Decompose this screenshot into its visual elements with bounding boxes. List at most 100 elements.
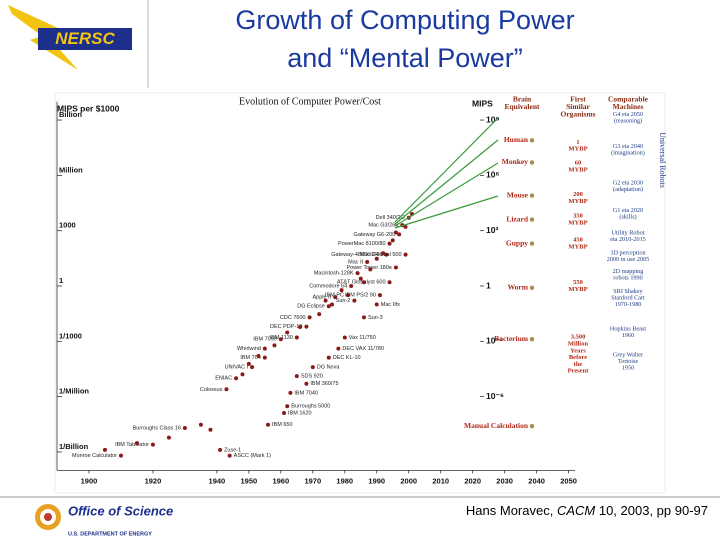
x-tick-label: 1900 (81, 476, 98, 485)
machines-label: (skills) (619, 214, 636, 221)
point-label: Apple II (313, 295, 332, 301)
data-point (272, 343, 277, 348)
ages-label: MYBP (568, 219, 587, 226)
organism-label: Guppy (506, 238, 528, 247)
data-point (345, 293, 350, 298)
organism-mark (529, 138, 535, 143)
y2-tick-label: 10³ (486, 225, 498, 235)
machines-label: G4 eta 2050 (613, 111, 643, 118)
logo-text: NERSC (55, 29, 115, 48)
x-tick-label: 2020 (464, 476, 481, 485)
point-label: Sun-2 (336, 298, 351, 304)
citation: Hans Moravec, CACM 10, 2003, pp 90-97 (466, 503, 708, 518)
machines-label: 1970-1980 (615, 301, 642, 308)
slide-title: Growth of Computing Power (235, 5, 574, 35)
data-point (150, 442, 155, 447)
y-tick-label: 1/1000 (59, 331, 82, 340)
data-point (294, 335, 299, 340)
machines-label: Tortoise (618, 358, 638, 365)
point-label: ASCC (Mark 1) (234, 453, 271, 459)
slide-title: and “Mental Power” (287, 43, 523, 73)
point-label: Monroe Calculator (72, 453, 117, 459)
point-label: SDS 920 (301, 374, 323, 380)
data-point (118, 453, 123, 458)
data-point (387, 280, 392, 285)
data-point (329, 302, 334, 307)
ages-label: MYBP (568, 286, 587, 293)
data-point (227, 453, 232, 458)
data-point (336, 346, 341, 351)
point-label: IBM 1130 (270, 335, 293, 341)
data-point (262, 346, 267, 351)
chart: Evolution of Computer Power/Cost MIPS per… (56, 95, 667, 485)
data-point (381, 251, 386, 256)
point-label: Vax 11/750 (349, 335, 376, 341)
side-label: Universal Robots (658, 132, 667, 188)
ages-label: Years (570, 347, 586, 354)
machines-label: (reasoning) (614, 118, 642, 125)
organism-label: Mouse (507, 190, 529, 199)
data-point (352, 298, 357, 303)
point-label: Dell 340/2G (376, 215, 405, 221)
y-tick-label: 1000 (59, 221, 76, 230)
point-label: DEC KL-10 (333, 355, 361, 361)
data-point (361, 315, 366, 320)
y-tick-label: 1/Million (59, 387, 89, 396)
y-tick-label: 1 (59, 276, 63, 285)
data-point (326, 355, 331, 360)
data-point (278, 337, 283, 342)
machines-label: Hopkins Beast (610, 326, 647, 333)
data-point (355, 271, 360, 276)
citation-part: Hans Moravec, (466, 503, 557, 518)
organism-label: Human (504, 135, 529, 144)
point-label: IBM PC (325, 293, 344, 299)
machines-label: G1 eta 2020 (613, 207, 643, 214)
y2-tick-label: 10⁻³ (486, 336, 503, 346)
data-point (397, 232, 402, 237)
data-point (102, 447, 107, 452)
point-label: DEC PDP-10 (270, 324, 302, 330)
x-tick-label: 1950 (241, 476, 258, 485)
point-label: Burroughs Class 16 (133, 425, 181, 431)
data-point (294, 374, 299, 379)
point-label: Mac IIfx (381, 302, 401, 308)
chart-title: Evolution of Computer Power/Cost (239, 96, 381, 107)
x-tick-label: 1940 (209, 476, 226, 485)
column-header: First (570, 95, 586, 104)
organism-mark (529, 193, 535, 198)
organism-label: Monkey (502, 157, 529, 166)
data-point (368, 267, 373, 272)
point-label: Zuse-1 (224, 447, 241, 453)
point-label: DEC VAX 11/780 (342, 346, 384, 352)
data-point (166, 435, 171, 440)
ages-label: 1 (576, 139, 579, 146)
point-label: IBM 360/75 (310, 381, 338, 387)
ages-label: MYBP (568, 146, 587, 153)
column-header: Similar (566, 102, 590, 111)
y2-tick-label: 10⁻⁶ (486, 391, 504, 401)
ages-label: Before (569, 354, 587, 361)
organism-mark (529, 217, 535, 222)
y2-tick-label: 10⁶ (486, 170, 499, 180)
point-label: IBM 7090 (253, 337, 277, 343)
point-label: PowerMac 8100/80 (338, 241, 385, 247)
ages-label: 450 (573, 237, 583, 244)
x-tick-label: 2050 (560, 476, 577, 485)
data-point (304, 324, 309, 329)
machines-label: Grey Walter (613, 351, 643, 358)
data-point (218, 447, 223, 452)
data-point (285, 404, 290, 409)
data-point (182, 425, 187, 430)
data-point (349, 284, 354, 288)
ages-label: MYBP (568, 243, 587, 250)
data-point (266, 422, 271, 427)
data-point (342, 335, 347, 340)
organism-mark (529, 337, 535, 342)
point-label: IBM 704 (240, 355, 260, 361)
citation-part: 10, 2003, pp 90-97 (595, 503, 708, 518)
data-point (234, 376, 239, 381)
data-point (250, 365, 255, 370)
data-point (339, 288, 344, 293)
organism-label: Lizard (506, 214, 528, 223)
data-point (282, 410, 287, 415)
